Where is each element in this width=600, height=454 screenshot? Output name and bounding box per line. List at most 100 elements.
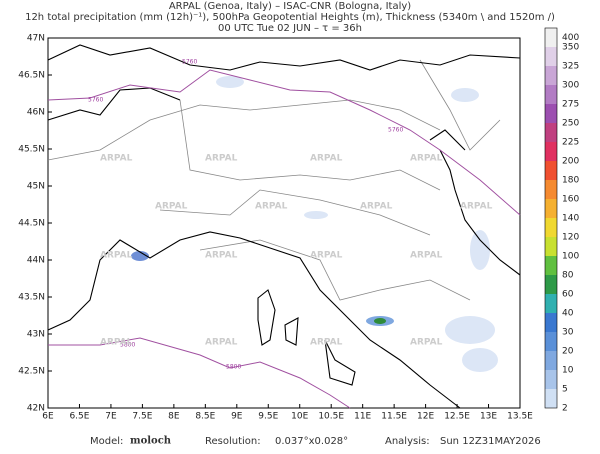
watermark: ARPAL (310, 251, 343, 261)
watermark: ARPAL (460, 202, 493, 212)
lat-label: 44.5N (18, 219, 45, 229)
watermarks: ARPAL ARPAL ARPAL ARPAL ARPAL ARPAL ARPAL ARPAL… (100, 154, 493, 348)
footer-value: moloch (130, 436, 172, 447)
footer-label: Analysis: (385, 436, 430, 447)
footer-value: Sun 12Z31MAY2026 (440, 436, 541, 447)
lat-label: 43.5N (18, 293, 45, 303)
precip-areas (131, 76, 498, 372)
footer-value: 0.037°x0.028° (275, 436, 348, 447)
colorbar-label: 300 (562, 81, 579, 91)
lon-label: 6.5E (69, 412, 89, 422)
color-swatch (545, 199, 557, 218)
lat-label: 45.5N (18, 145, 45, 155)
colorbar-label: 140 (562, 214, 579, 224)
lat-label: 43N (27, 330, 45, 340)
contour-label: 5800 (226, 364, 241, 371)
colorbar-label: 120 (562, 233, 579, 243)
colorbar-label: 40 (562, 309, 574, 319)
title: ARPAL (Genoa, Italy) – ISAC-CNR (Bologna… (169, 1, 411, 12)
axis-labels: 6E 6.5E 7E 7.5E 8E 8.5E 9E 9.5E 10E 10.5E 11E 11.5E… (18, 34, 533, 422)
color-swatch (545, 256, 557, 275)
lat-label: 44N (27, 256, 45, 266)
colorbar-label: 325 (562, 62, 579, 72)
contour-label: 5760 (182, 59, 197, 66)
color-swatch (545, 237, 557, 256)
lon-label: 8.5E (195, 412, 215, 422)
lon-label: 7E (105, 412, 117, 422)
watermark: ARPAL (310, 338, 343, 348)
lon-label: 12.5E (444, 412, 470, 422)
lon-label: 8E (168, 412, 180, 422)
watermark: ARPAL (100, 338, 133, 348)
colorbar-label: 160 (562, 195, 579, 205)
colorbar-label: 275 (562, 100, 579, 110)
color-swatch (545, 85, 557, 104)
colorbar-label: 20 (562, 347, 574, 357)
watermark: ARPAL (360, 202, 393, 212)
contour-label: 5800 (120, 342, 135, 349)
colorbar-label: 80 (562, 271, 574, 281)
watermark: ARPAL (310, 154, 343, 164)
subtitle: 12h total precipitation (mm (12h)⁻¹), 50… (25, 12, 555, 23)
colorbar-label: 225 (562, 138, 579, 148)
colorbar-label: 60 (562, 290, 574, 300)
color-swatch (545, 275, 557, 294)
colorbar-label: 5 (562, 385, 568, 395)
colorbar-label: 400 (562, 33, 579, 43)
lon-label: 9E (231, 412, 243, 422)
color-swatch (545, 218, 557, 237)
watermark: ARPAL (155, 202, 188, 212)
lon-label: 9.5E (258, 412, 278, 422)
lon-label: 11.5E (381, 412, 407, 422)
height-contours (47, 69, 521, 409)
lon-label: 6E (42, 412, 54, 422)
map-frame (47, 37, 521, 409)
colorbar-label: 2 (562, 404, 568, 414)
lat-label: 45N (27, 182, 45, 192)
colorbar-label: 350 (562, 43, 579, 53)
colorbar-label: 200 (562, 157, 579, 167)
contour-label: 5760 (88, 97, 103, 104)
color-swatch (545, 142, 557, 161)
colorbar-label: 250 (562, 119, 579, 129)
lat-label: 42N (27, 404, 45, 414)
footer-label: Model: (90, 436, 123, 447)
run-info: 00 UTC Tue 02 JUN – τ = 36h (218, 23, 362, 34)
color-swatch (545, 47, 557, 66)
lat-label: 47N (27, 34, 45, 44)
watermark: ARPAL (100, 251, 133, 261)
lon-label: 13E (480, 412, 497, 422)
color-swatch (545, 370, 557, 389)
borders (47, 59, 501, 301)
color-swatch (545, 28, 557, 47)
lon-label: 7.5E (132, 412, 152, 422)
watermark: ARPAL (410, 338, 443, 348)
watermark: ARPAL (100, 154, 133, 164)
footer-label: Resolution: (205, 436, 261, 447)
color-swatch (545, 180, 557, 199)
coastline (47, 44, 521, 409)
lon-label: 13.5E (507, 412, 533, 422)
lat-label: 42.5N (18, 367, 45, 377)
color-swatch (545, 161, 557, 180)
watermark: ARPAL (205, 251, 238, 261)
lon-label: 10.5E (318, 412, 344, 422)
lon-label: 11E (354, 412, 371, 422)
colorbar-label: 100 (562, 252, 579, 262)
watermark: ARPAL (410, 154, 443, 164)
colorbar-label: 30 (562, 328, 574, 338)
color-swatch (545, 389, 557, 408)
color-swatch (545, 66, 557, 85)
watermark: ARPAL (410, 251, 443, 261)
color-swatch (545, 104, 557, 123)
color-swatch (545, 332, 557, 351)
color-swatch (545, 123, 557, 142)
watermark: ARPAL (205, 154, 238, 164)
lon-label: 10E (291, 412, 308, 422)
lon-label: 12E (417, 412, 434, 422)
colorbar-frame (544, 27, 558, 409)
lat-label: 46N (27, 108, 45, 118)
colorbar-label: 10 (562, 366, 574, 376)
